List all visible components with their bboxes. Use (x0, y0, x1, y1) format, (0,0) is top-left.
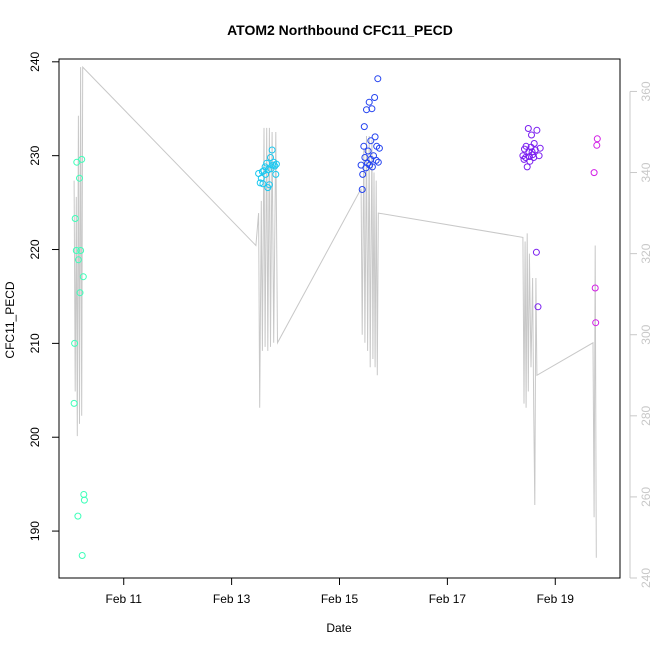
y2-tick-label: 260 (639, 487, 650, 507)
chart-title: ATOM2 Northbound CFC11_PECD (227, 22, 453, 38)
x-tick-label: Feb 11 (105, 592, 142, 606)
data-point (530, 140, 538, 147)
data-point (263, 159, 271, 167)
data-point (74, 512, 82, 520)
y-axis-right: 240 260 280 300 320 340 360 (629, 81, 650, 588)
data-point (78, 155, 86, 163)
data-point (265, 181, 273, 189)
y2-tick-label: 280 (639, 405, 650, 425)
x-tick-label: Feb 15 (321, 592, 359, 606)
data-point (523, 163, 531, 171)
data-point (375, 144, 383, 152)
data-points-layer (70, 75, 601, 559)
series-3 (357, 75, 383, 193)
data-point (272, 170, 280, 178)
data-point (358, 186, 366, 193)
data-point (526, 157, 534, 165)
data-point (79, 273, 87, 281)
data-point (268, 146, 276, 154)
data-point (80, 496, 88, 504)
y-tick-label: 240 (28, 51, 42, 71)
data-point (532, 248, 540, 256)
data-point (80, 491, 88, 498)
x-tick-label: Feb 13 (213, 592, 251, 606)
y-tick-label: 220 (28, 239, 42, 259)
data-point (371, 94, 379, 101)
data-point (371, 133, 379, 141)
data-point (524, 125, 532, 132)
x-tick-label: Feb 17 (429, 592, 467, 606)
series-5 (590, 135, 601, 327)
data-point (72, 247, 80, 254)
series-2 (255, 146, 280, 192)
data-point (593, 141, 601, 149)
data-point (591, 284, 599, 292)
data-point (71, 339, 79, 347)
y2-tick-label: 240 (639, 568, 650, 588)
data-point (74, 256, 82, 264)
data-point (593, 135, 601, 143)
series-4 (519, 125, 544, 311)
secondary-trace-line (73, 65, 597, 558)
y2-tick-label: 300 (639, 324, 650, 344)
data-point (368, 163, 376, 171)
y2-tick-label: 340 (639, 162, 650, 182)
data-point (536, 144, 544, 152)
data-point (367, 137, 375, 145)
series-1 (70, 155, 88, 559)
x-tick-label: Feb 19 (537, 592, 575, 606)
y-tick-label: 200 (28, 427, 42, 447)
data-point (522, 142, 530, 150)
data-point (260, 167, 268, 175)
data-point (368, 105, 376, 113)
data-point (360, 142, 368, 150)
y-axis-left: 190 200 210 220 230 240 (28, 51, 59, 541)
y-axis-label: CFC11_PECD (3, 281, 17, 358)
data-point (522, 154, 530, 161)
data-point (528, 148, 536, 156)
data-point (259, 180, 267, 188)
data-point (78, 552, 86, 559)
data-point (528, 131, 535, 139)
data-point (70, 399, 78, 407)
y-tick-label: 190 (28, 521, 42, 541)
data-point (535, 152, 543, 160)
y2-tick-label: 320 (639, 243, 650, 263)
y-tick-label: 230 (28, 145, 42, 165)
y-tick-label: 210 (28, 333, 42, 353)
data-point (359, 170, 367, 178)
data-point (271, 162, 279, 170)
x-axis-label: Date (326, 621, 352, 635)
data-point (374, 75, 382, 83)
data-point (533, 126, 541, 134)
data-point (76, 174, 83, 182)
data-point (364, 147, 372, 155)
data-point (590, 169, 598, 177)
data-point (374, 158, 382, 166)
data-point (367, 155, 375, 163)
data-point (272, 160, 280, 168)
y2-tick-label: 360 (639, 81, 650, 101)
data-point (365, 98, 373, 106)
data-point (534, 303, 542, 311)
data-point (71, 215, 79, 222)
data-point (267, 154, 274, 161)
data-point (77, 247, 85, 254)
x-axis: Feb 11 Feb 13 Feb 15 Feb 17 Feb 19 (105, 578, 574, 606)
secondary-trace-layer (73, 65, 597, 558)
data-point (76, 289, 84, 297)
data-point (360, 123, 368, 131)
data-point (592, 319, 600, 327)
